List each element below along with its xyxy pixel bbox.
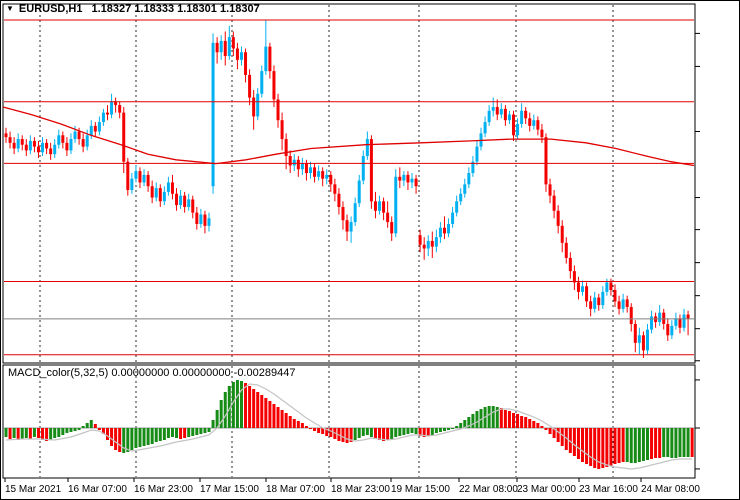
time-axis[interactable]: 15 Mar 2021 16 Mar 07:00 16 Mar 23:00 17 Ma… [1, 479, 739, 499]
time-axis-label: 18 Mar 23:00 [331, 484, 390, 495]
chart-title-bar: ▼ EURUSD,H1 1.18327 1.18333 1.18301 1.1830… [6, 3, 260, 15]
symbol-timeframe: EURUSD,H1 [18, 3, 83, 15]
pane-frames [2, 3, 696, 479]
macd-signal-line [5, 383, 693, 470]
time-axis-label: 24 Mar 08:00 [641, 484, 700, 495]
time-axis-label: 17 Mar 15:00 [200, 484, 259, 495]
time-axis-label: 18 Mar 07:00 [266, 484, 325, 495]
time-axis-label: 15 Mar 2021 [5, 484, 62, 495]
axis-tick-marks [4, 32, 700, 482]
time-axis-label: 19 Mar 15:00 [391, 484, 450, 495]
macd-indicator-label: MACD_color(5,32,5) 0.00000000 0.00000000… [8, 367, 296, 379]
time-axis-label: 22 Mar 08:00 [459, 484, 518, 495]
time-axis-label: 23 Mar 00:00 [517, 484, 576, 495]
moving-average-line [2, 106, 695, 167]
price-axis[interactable]: 1.198201.196451.193001.189501.187801.186… [693, 1, 739, 479]
time-axis-label: 16 Mar 23:00 [134, 484, 193, 495]
macd-layer [4, 380, 694, 470]
time-axis-label: 23 Mar 16:00 [579, 484, 638, 495]
ohlc-quote: 1.18327 1.18333 1.18301 1.18307 [91, 3, 260, 15]
candles-layer [4, 20, 690, 358]
time-axis-label: 16 Mar 07:00 [68, 484, 127, 495]
symbol-dropdown-arrow[interactable]: ▼ [6, 4, 14, 13]
level-lines [4, 19, 694, 356]
